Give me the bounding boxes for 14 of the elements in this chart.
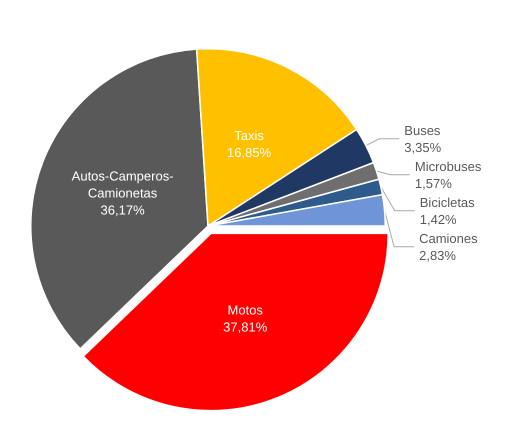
data-label: 36,17% <box>100 202 146 218</box>
data-label: 2,83% <box>419 248 456 263</box>
slice-label: Bicicletas <box>420 194 476 210</box>
slice-label: Motos <box>228 302 264 318</box>
data-label: 16,85% <box>227 145 272 160</box>
slice-label: Taxis <box>234 128 264 144</box>
data-label: 37,81% <box>223 319 268 334</box>
data-label: 3,35% <box>404 140 442 155</box>
data-label: 1,57% <box>414 176 452 191</box>
slice-label: Buses <box>404 122 441 138</box>
slice-label: Autos-Camperos- Camionetas <box>72 168 174 200</box>
data-label: 1,42% <box>420 212 458 227</box>
slice-label: Camiones <box>419 230 478 246</box>
slice-label: Microbuses <box>414 158 482 174</box>
